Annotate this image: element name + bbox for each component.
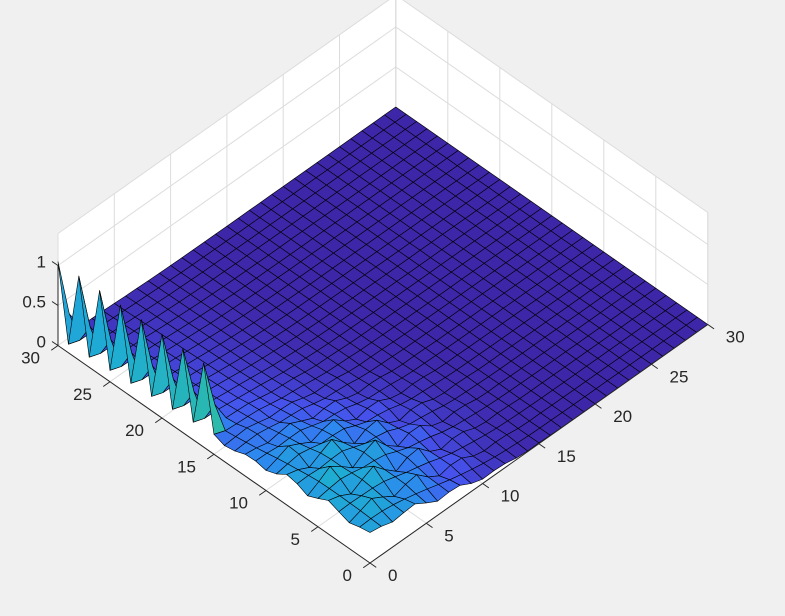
z-tick	[51, 261, 59, 266]
y-tick	[310, 526, 319, 532]
axes-front-lines	[50, 261, 715, 569]
y-tick	[206, 453, 215, 460]
x-tick-label: 30	[726, 328, 745, 347]
x-tick	[707, 324, 715, 330]
z-tick-label: 1	[37, 253, 46, 272]
x-tick	[482, 483, 490, 489]
z-tick	[51, 341, 59, 346]
y-tick-label: 10	[229, 494, 248, 513]
y-tick-label: 15	[177, 457, 196, 476]
x-tick-label: 10	[501, 487, 520, 506]
x-tick-label: 0	[388, 566, 397, 585]
x-tick	[538, 443, 546, 449]
z-tick-label: 0	[37, 333, 46, 352]
y-tick	[102, 381, 111, 387]
y-tick	[50, 345, 59, 351]
y-tick-label: 20	[125, 421, 144, 440]
y-tick-label: 5	[291, 530, 300, 549]
x-tick	[369, 562, 377, 568]
y-tick-label: 0	[343, 566, 352, 585]
y-tick-label: 25	[73, 385, 92, 404]
x-tick-label: 5	[444, 526, 453, 545]
y-tick	[154, 417, 163, 424]
surface-mesh	[57, 106, 709, 533]
z-tick-label: 0.5	[22, 293, 46, 312]
x-tick-label: 15	[557, 447, 576, 466]
x-tick	[426, 522, 433, 529]
y-tick-label: 30	[21, 349, 40, 368]
x-tick	[651, 363, 659, 370]
x-tick-label: 25	[670, 367, 689, 386]
x-tick	[594, 403, 602, 409]
y-tick	[362, 562, 371, 569]
surface-cell	[359, 518, 382, 533]
y-tick	[258, 490, 267, 496]
z-tick	[51, 301, 59, 306]
box-top-edge	[57, 0, 709, 234]
x-tick-label: 20	[613, 407, 632, 426]
